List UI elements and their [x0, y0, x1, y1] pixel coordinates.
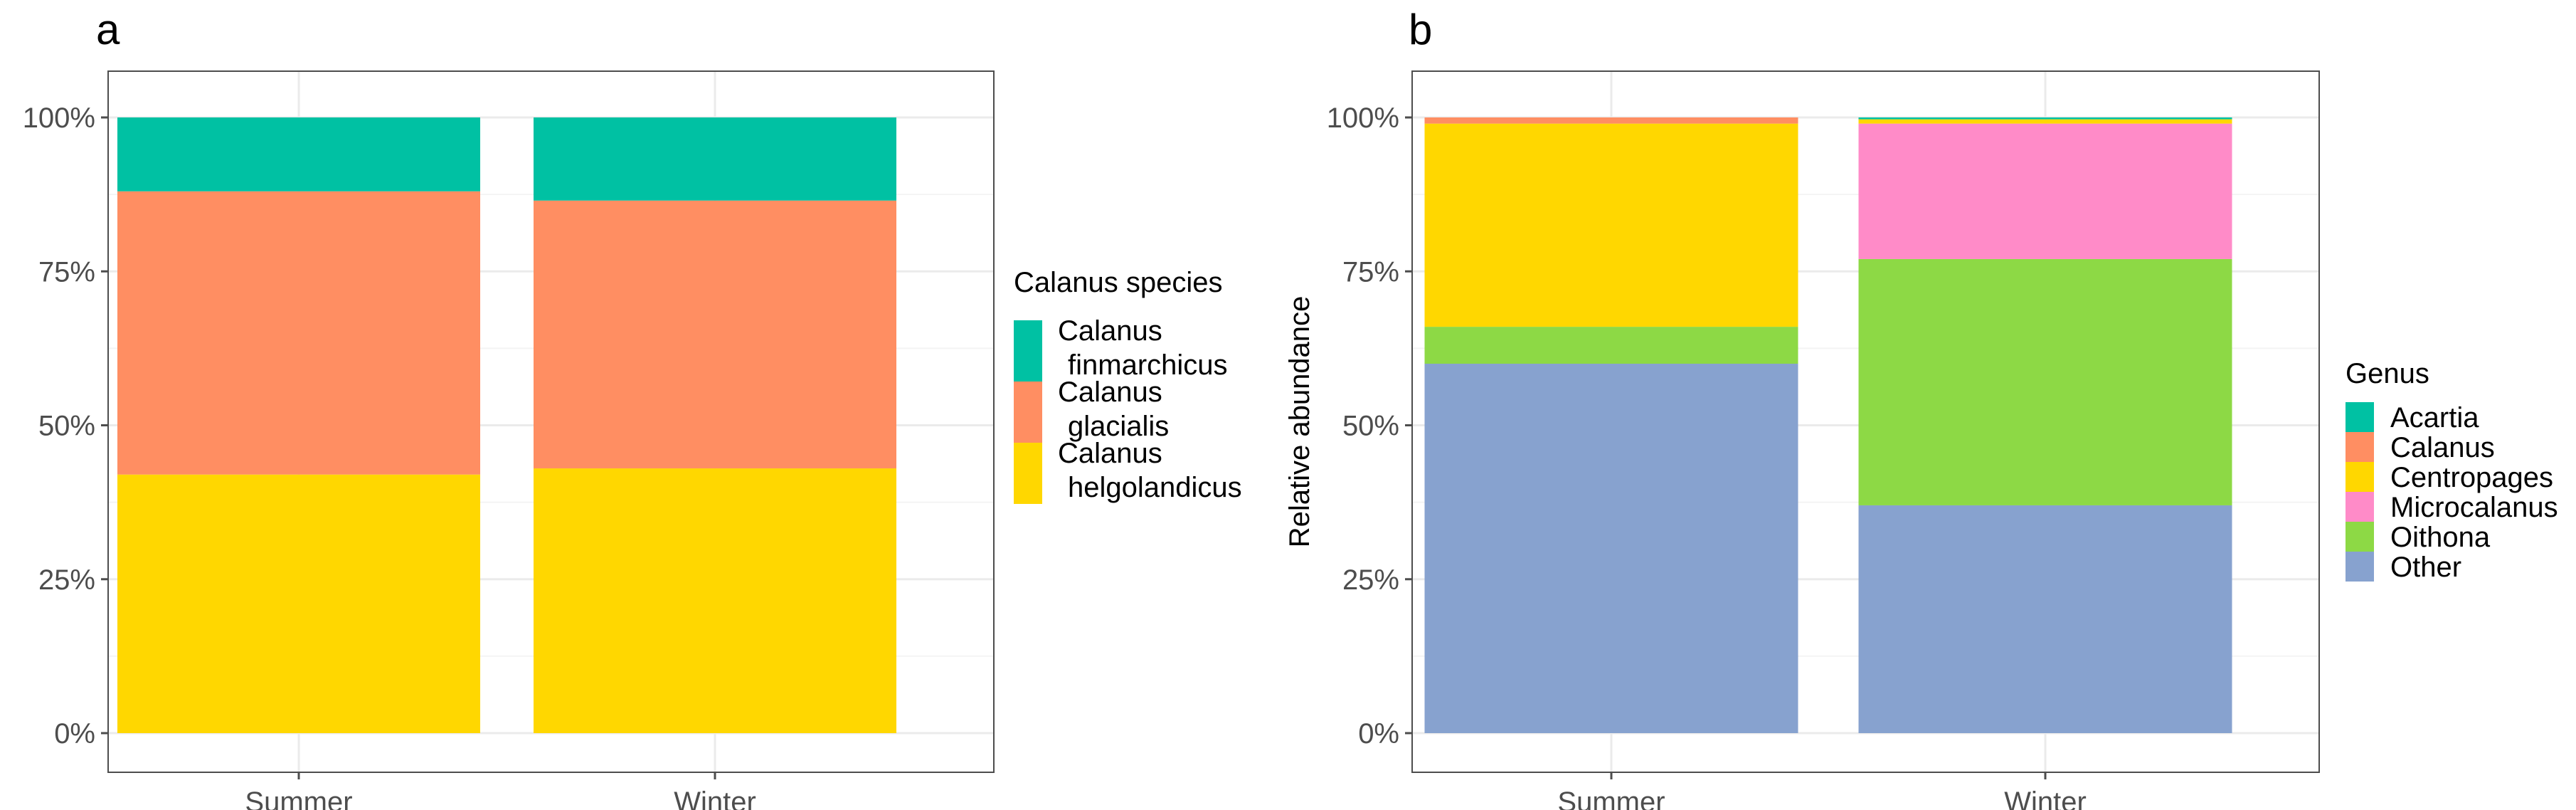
- legend-label: Centropages: [2390, 462, 2553, 493]
- y-tick-label: 0%: [54, 718, 95, 749]
- chart-panel-b: b 0% 25% 50% 75% 100% Summer Winter Relative abu…: [1284, 6, 2558, 810]
- legend-key: [1014, 320, 1042, 382]
- legend-label-line-1: Calanus: [1058, 315, 1162, 347]
- legend-key: [1014, 443, 1042, 504]
- bar-winter-oithona: [1858, 258, 2232, 505]
- panel-label: b: [1409, 6, 1432, 53]
- y-tick-label: 75%: [1342, 256, 1399, 288]
- legend-label: Oithona: [2390, 522, 2491, 553]
- legend-label-line-1: Calanus: [1058, 377, 1162, 408]
- y-tick-label: 75%: [38, 256, 95, 288]
- legend-title: Calanus species: [1014, 267, 1223, 298]
- bar-summer-calanus-helgolandicus: [117, 474, 480, 733]
- legend-title: Genus: [2346, 358, 2429, 389]
- legend: Genus AcartiaCalanusCentropagesMicrocalan…: [2346, 358, 2558, 583]
- legend-key: [1014, 382, 1042, 443]
- y-tick-label: 25%: [38, 564, 95, 596]
- y-tick-label: 50%: [1342, 411, 1399, 442]
- y-tick-label: 100%: [23, 102, 95, 134]
- legend-label: Other: [2390, 552, 2461, 583]
- legend-label: Acartia: [2390, 402, 2479, 433]
- legend-key: [2346, 432, 2374, 462]
- chart-panel-a: a 0% 25% 50% 75% 100% Summer Winter Calanus spec…: [23, 6, 1242, 810]
- bar-summer-centropages: [1424, 123, 1798, 327]
- legend: Calanus speciesCalanusfinmarchicusCalanu…: [1014, 267, 1242, 504]
- legend-label-line-2: helgolandicus: [1068, 472, 1242, 503]
- panel-label: a: [96, 6, 120, 53]
- legend-label: Calanus: [2390, 432, 2495, 463]
- legend-key: [2346, 402, 2374, 432]
- x-tick-label: Winter: [674, 787, 756, 810]
- bar-summer-calanus-finmarchicus: [117, 117, 480, 191]
- legend-label-line-2: glacialis: [1068, 411, 1169, 442]
- x-tick-label: Summer: [1557, 787, 1665, 810]
- legend-key: [2346, 462, 2374, 492]
- bar-winter-calanus-glacialis: [534, 200, 896, 469]
- legend-label-line-2: finmarchicus: [1068, 349, 1228, 381]
- x-tick-label: Summer: [245, 787, 352, 810]
- bar-winter-calanus-helgolandicus: [534, 468, 896, 733]
- bar-winter-other: [1858, 505, 2232, 733]
- bar-winter-calanus-finmarchicus: [534, 117, 896, 201]
- bar-summer-calanus-glacialis: [117, 191, 480, 475]
- legend-label-line-1: Calanus: [1058, 438, 1162, 469]
- bar-winter-acartia: [1858, 117, 2232, 120]
- legend-label: Microcalanus: [2390, 492, 2558, 523]
- legend-key: [2346, 492, 2374, 522]
- y-tick-label: 0%: [1358, 718, 1399, 749]
- y-tick-label: 50%: [38, 411, 95, 442]
- bar-summer-calanus: [1424, 117, 1798, 124]
- x-tick-label: Winter: [2004, 787, 2087, 810]
- bar-winter-microcalanus: [1858, 123, 2232, 259]
- legend-key: [2346, 522, 2374, 552]
- y-tick-label: 100%: [1327, 102, 1399, 134]
- legend-key: [2346, 552, 2374, 582]
- y-tick-label: 25%: [1342, 564, 1399, 596]
- plot-border: [107, 70, 995, 773]
- plot-border: [1411, 70, 2320, 773]
- bar-summer-oithona: [1424, 327, 1798, 364]
- bar-summer-other: [1424, 364, 1798, 733]
- y-axis-title: Relative abundance: [1284, 296, 1315, 548]
- bar-winter-centropages: [1858, 119, 2232, 124]
